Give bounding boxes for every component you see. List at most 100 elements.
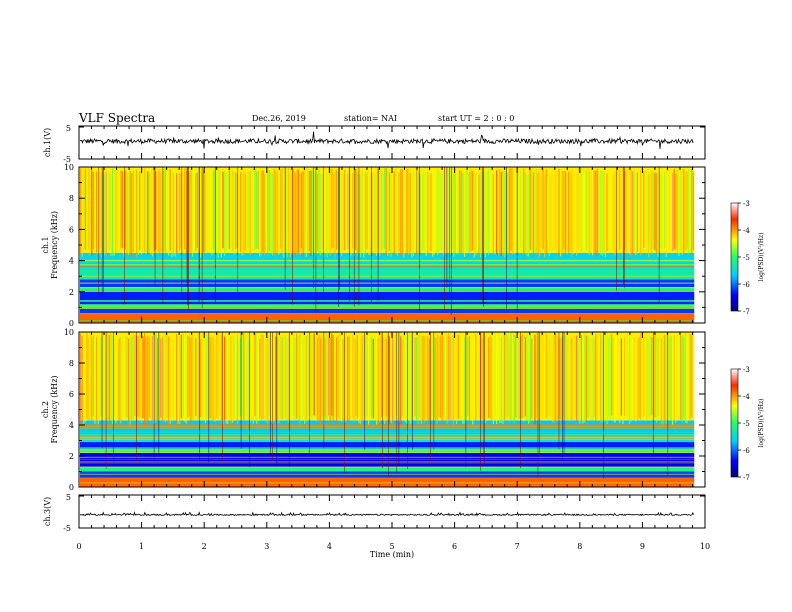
ch2-spectrogram-streak — [331, 333, 333, 416]
ch1-spectrogram-streak — [102, 170, 104, 253]
ch1-spectrogram-streak — [273, 168, 275, 255]
ch2-spectrogram-streak — [484, 335, 486, 424]
ch1-spectrogram-streak — [294, 172, 296, 256]
ch2-spectrogram-streak — [155, 334, 157, 423]
ch1-spectrogram-streak — [356, 172, 358, 256]
ch1-spectrogram-streak — [555, 171, 557, 249]
ch2-spectrogram-streak — [288, 334, 290, 423]
ch1-spectrogram-streak — [532, 172, 534, 258]
ch1-spectrogram-streak — [568, 171, 570, 253]
ch1-spectrogram-streak — [121, 171, 123, 248]
ch2-spectrogram-streak — [673, 335, 675, 421]
ch2-spectrogram-streak — [584, 334, 586, 423]
ch2-spectrogram-streak — [160, 338, 162, 418]
ch2-spectrogram-streak — [630, 335, 632, 422]
ch1-spectrogram-band — [80, 313, 695, 323]
ch1-spectrogram-streak — [531, 173, 533, 249]
ch2-spectrogram-streak — [347, 336, 349, 423]
ch2-spectrogram-streak — [681, 335, 683, 423]
ch1-spectrogram-streak — [473, 172, 475, 258]
ch1-spectrogram-streak — [612, 172, 614, 250]
ch1-spectrogram-streak — [544, 172, 546, 258]
ch1-spectrogram-streak — [368, 173, 370, 255]
ch1-spectrogram-colorbar-tick-label: -7 — [743, 308, 750, 316]
ch1-spectrogram-streak — [227, 173, 229, 249]
ch1-spectrogram-streak — [465, 170, 467, 252]
ch2-spectrogram-streak — [454, 334, 456, 417]
ch2-spectrogram-streak — [91, 336, 93, 423]
ch2-spectrogram-colorbar-label: log(PSD)(V²/Hz) — [758, 399, 765, 448]
ch2-spectrogram-streak — [528, 338, 530, 425]
ch1-spectrogram-streak — [390, 170, 392, 257]
ch2-spectrogram-streak — [238, 338, 240, 416]
ch2-spectrogram-streak — [348, 336, 350, 422]
ch1-spectrogram-streak — [344, 170, 346, 251]
ch2-spectrogram-streak — [472, 336, 474, 425]
ch1-spectrogram-streak — [320, 173, 322, 256]
ch2-spectrogram-streak — [228, 336, 230, 418]
ch1-spectrogram-streak — [654, 172, 656, 251]
ch1-spectrogram-streak — [448, 170, 450, 251]
ch2-spectrogram-streak — [382, 336, 384, 416]
ch1-spectrogram-streak — [228, 168, 230, 249]
ch1-spectrogram-streak — [632, 171, 634, 258]
ch2-spectrogram-streak — [491, 337, 493, 421]
ch1-spectrogram-streak — [643, 171, 645, 248]
ch2-spectrogram-streak — [604, 333, 606, 419]
ch2-spectrogram-streak — [417, 335, 419, 425]
ch2-spectrogram-streak — [116, 335, 118, 418]
ch2-spectrogram-streak — [112, 335, 114, 425]
ch2-spectrogram-streak — [635, 337, 637, 422]
ch1-spectrogram-streak — [462, 173, 464, 255]
ch1-spectrogram-streak — [160, 173, 162, 253]
ch2-spectrogram-streak — [248, 338, 250, 419]
ch2-spectrogram-streak — [478, 334, 480, 418]
ch2-spectrogram-streak — [499, 338, 501, 424]
ch1-spectrogram-streak — [379, 170, 381, 256]
ch1-spectrogram-streak — [209, 171, 211, 252]
ch2-spectrogram-streak — [505, 333, 507, 416]
ch2-spectrogram-streak — [636, 337, 638, 421]
ch2-spectrogram-streak — [211, 338, 213, 422]
ch2-spectrogram-streak — [174, 333, 176, 420]
ch2-spectrogram-streak — [251, 337, 253, 416]
ch1-spectrogram-streak — [204, 172, 206, 252]
ch1-spectrogram-colorbar-tick-label: -4 — [743, 227, 750, 235]
ch2-spectrogram-streak — [665, 334, 667, 424]
ch1-spectrogram-streak — [611, 172, 613, 253]
ch1-spectrogram-streak — [657, 172, 659, 257]
ch1-spectrogram-streak — [267, 170, 269, 257]
ch3-waveform-trace — [79, 511, 694, 517]
ch1-spectrogram-streak — [110, 172, 112, 256]
ch1-spectrogram-streak — [195, 173, 197, 251]
ch1-spectrogram-ytick-label: 2 — [69, 288, 74, 297]
ch1-spectrogram-streak — [347, 173, 349, 249]
ch1-spectrogram-streak — [403, 169, 405, 258]
ch1-spectrogram-streak — [513, 172, 515, 254]
ch2-spectrogram-streak — [371, 337, 373, 419]
ch1-spectrogram-streak — [486, 171, 488, 251]
ch2-spectrogram-streak — [436, 333, 438, 424]
ch2-spectrogram-streak — [502, 334, 504, 425]
ch2-spectrogram-streak — [419, 334, 421, 418]
ch1-spectrogram-streak — [558, 168, 560, 257]
ch2-spectrogram-streak — [340, 333, 342, 422]
ch1-spectrogram-streak — [395, 168, 397, 254]
ch1-spectrogram-streak — [649, 170, 651, 249]
ch1-spectrogram-streak — [536, 168, 538, 253]
ch2-spectrogram-streak — [545, 333, 547, 419]
ch1-spectrogram-streak — [192, 170, 194, 257]
ch1-spectrogram-streak — [440, 173, 442, 250]
ch1-spectrogram-streak — [521, 173, 523, 254]
ch2-spectrogram-streak — [412, 339, 414, 419]
ch1-spectrogram-streak — [200, 171, 202, 258]
ch2-spectrogram-streak — [284, 335, 286, 418]
ch1-spectrogram-streak — [670, 171, 672, 250]
ch2-spectrogram-streak — [614, 334, 616, 423]
ch1-spectrogram-streak — [371, 172, 373, 257]
ch1-spectrogram-streak — [542, 168, 544, 249]
ch2-spectrogram-streak — [168, 336, 170, 426]
ch1-spectrogram-streak — [633, 170, 635, 252]
ch2-spectrogram-streak — [460, 335, 462, 416]
ch2-spectrogram-streak — [198, 333, 200, 419]
